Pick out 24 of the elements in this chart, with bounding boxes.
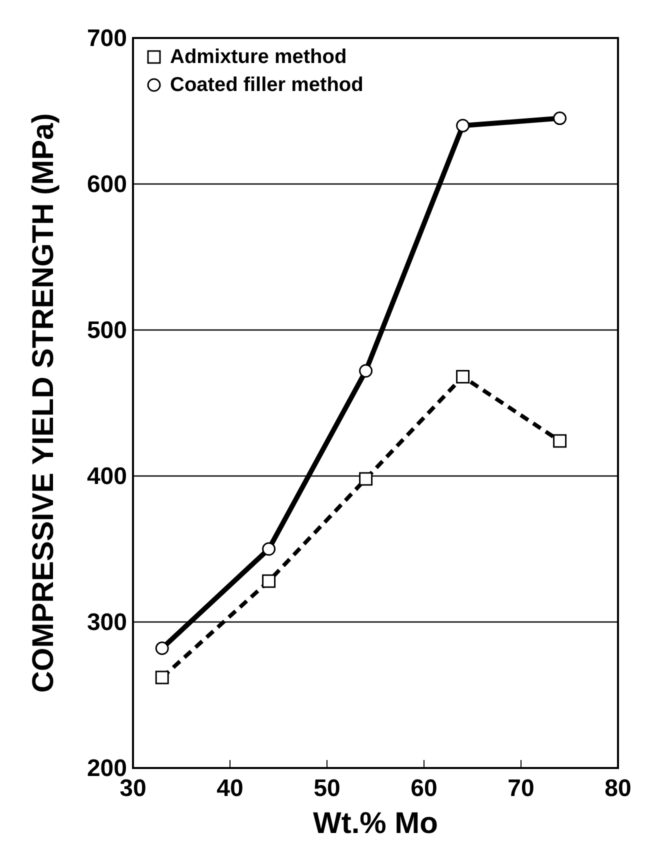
x-tick-label: 70 (508, 775, 534, 802)
y-tick-label: 600 (86, 171, 127, 198)
x-tick-label: 60 (410, 775, 438, 802)
point (553, 112, 567, 126)
y-tick-label: 300 (86, 609, 127, 636)
y-tick-label: 700 (86, 25, 127, 52)
point (262, 542, 276, 556)
point (359, 364, 373, 378)
legend-label: Admixture method (170, 46, 347, 68)
point (155, 670, 169, 684)
x-tick-label: 40 (216, 775, 244, 802)
point (262, 574, 276, 588)
legend-label: Coated filler method (170, 74, 364, 96)
point (359, 472, 373, 486)
x-tick-label: 50 (314, 775, 340, 802)
point (553, 434, 567, 448)
point (456, 370, 470, 384)
y-axis-title: COMPRESSIVE YIELD STRENGTH (MPa) (27, 113, 60, 693)
y-tick-label: 500 (86, 317, 127, 344)
point (155, 642, 169, 656)
y-tick-label: 400 (86, 463, 127, 490)
point (456, 118, 470, 132)
x-tick-label: 80 (604, 775, 632, 802)
x-axis-title: Wt.% Mo (313, 807, 438, 840)
